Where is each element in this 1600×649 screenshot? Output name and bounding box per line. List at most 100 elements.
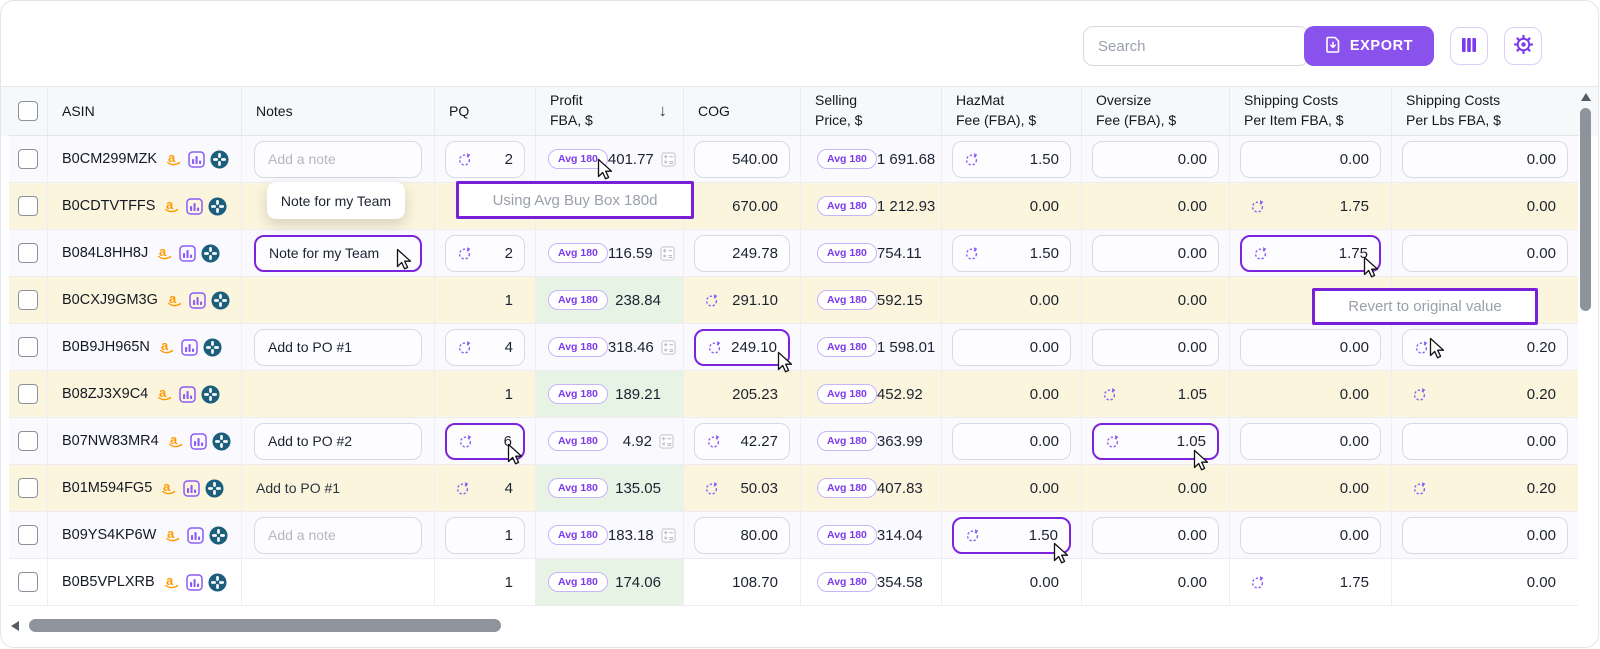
- amazon-link-icon[interactable]: a: [156, 245, 174, 261]
- oversize-fee-input[interactable]: 1.05: [1092, 422, 1219, 460]
- export-button[interactable]: EXPORT: [1304, 26, 1434, 66]
- amazon-link-icon[interactable]: a: [163, 198, 181, 214]
- avg-180-badge[interactable]: Avg 180: [548, 572, 608, 592]
- app-extension-icon[interactable]: [209, 525, 228, 545]
- cog-input[interactable]: 80.00: [694, 516, 790, 554]
- chart-stats-icon[interactable]: [179, 244, 196, 262]
- column-header-selling[interactable]: Selling Price, $: [800, 86, 941, 136]
- amazon-link-icon[interactable]: a: [163, 574, 181, 590]
- chart-stats-icon[interactable]: [187, 526, 205, 544]
- chart-stats-icon[interactable]: [189, 291, 206, 309]
- column-header-ship_item[interactable]: Shipping Costs Per Item FBA, $: [1229, 86, 1391, 136]
- oversize-fee-input[interactable]: 0.00: [1092, 328, 1219, 366]
- revert-icon[interactable]: [706, 434, 721, 449]
- cog-input[interactable]: 540.00: [694, 140, 790, 178]
- note-input[interactable]: Add a note: [254, 516, 422, 554]
- hscroll-thumb[interactable]: [29, 619, 501, 632]
- note-input[interactable]: Add to PO #2: [254, 422, 422, 460]
- avg-180-badge[interactable]: Avg 180: [817, 149, 877, 169]
- shipping-per-item-input[interactable]: 0.00: [1240, 328, 1381, 366]
- revert-icon[interactable]: [704, 481, 719, 496]
- app-extension-icon[interactable]: [205, 478, 224, 498]
- app-extension-icon[interactable]: [201, 384, 220, 404]
- oversize-fee-input[interactable]: 0.00: [1092, 516, 1219, 554]
- column-header-ship_lbs[interactable]: Shipping Costs Per Lbs FBA, $: [1391, 86, 1578, 136]
- hazmat-fee-input[interactable]: 0.00: [952, 328, 1071, 366]
- calculator-icon[interactable]: [661, 339, 676, 355]
- column-header-profit[interactable]: Profit FBA, $ ↓: [535, 86, 683, 136]
- amazon-link-icon[interactable]: a: [165, 151, 183, 167]
- shipping-per-item-input[interactable]: 0.00: [1240, 140, 1381, 178]
- app-extension-icon[interactable]: [203, 337, 222, 357]
- row-checkbox[interactable]: [18, 243, 38, 263]
- cog-input[interactable]: 249.78: [694, 234, 790, 272]
- chart-stats-icon[interactable]: [179, 385, 196, 403]
- hazmat-fee-input[interactable]: 1.50: [952, 234, 1071, 272]
- shipping-per-item-input[interactable]: 0.00: [1240, 422, 1381, 460]
- column-header-notes[interactable]: Notes: [241, 86, 434, 136]
- revert-icon[interactable]: [458, 434, 473, 449]
- vscroll-thumb[interactable]: [1580, 108, 1591, 311]
- shipping-per-lbs-input[interactable]: 0.20: [1402, 328, 1568, 366]
- vscroll-up-arrow[interactable]: [1581, 93, 1591, 101]
- amazon-link-icon[interactable]: a: [160, 480, 178, 496]
- shipping-per-lbs-input[interactable]: 0.00: [1402, 234, 1568, 272]
- shipping-per-item-input[interactable]: 1.75: [1240, 234, 1381, 272]
- avg-180-badge[interactable]: Avg 180: [548, 337, 608, 357]
- row-checkbox[interactable]: [18, 572, 38, 592]
- app-extension-icon[interactable]: [208, 196, 227, 216]
- avg-180-badge[interactable]: Avg 180: [817, 243, 877, 263]
- shipping-per-lbs-input[interactable]: 0.00: [1402, 422, 1568, 460]
- column-header-hazmat[interactable]: HazMat Fee (FBA), $: [941, 86, 1081, 136]
- revert-icon[interactable]: [707, 340, 722, 355]
- calculator-icon[interactable]: [659, 433, 674, 449]
- amazon-link-icon[interactable]: a: [167, 433, 185, 449]
- app-extension-icon[interactable]: [201, 243, 220, 263]
- revert-icon[interactable]: [457, 340, 472, 355]
- shipping-per-lbs-input[interactable]: 0.00: [1402, 140, 1568, 178]
- avg-180-badge[interactable]: Avg 180: [817, 572, 877, 592]
- pq-input[interactable]: 2: [445, 140, 525, 178]
- note-input[interactable]: Note for my Team: [254, 234, 422, 272]
- columns-button[interactable]: [1450, 27, 1488, 65]
- revert-icon[interactable]: [1250, 575, 1265, 590]
- shipping-per-item-input[interactable]: 0.00: [1240, 516, 1381, 554]
- revert-icon[interactable]: [1253, 246, 1268, 261]
- avg-180-badge[interactable]: Avg 180: [548, 243, 608, 263]
- revert-icon[interactable]: [1412, 481, 1427, 496]
- revert-icon[interactable]: [455, 481, 470, 496]
- pq-input[interactable]: 4: [445, 328, 525, 366]
- revert-icon[interactable]: [964, 152, 979, 167]
- column-header-pq[interactable]: PQ: [434, 86, 535, 136]
- settings-button[interactable]: [1504, 27, 1542, 65]
- row-checkbox[interactable]: [18, 337, 38, 357]
- row-checkbox[interactable]: [18, 525, 38, 545]
- sort-desc-icon[interactable]: ↓: [658, 101, 668, 120]
- revert-icon[interactable]: [1102, 387, 1117, 402]
- shipping-per-lbs-input[interactable]: 0.00: [1402, 516, 1568, 554]
- revert-icon[interactable]: [457, 246, 472, 261]
- avg-180-badge[interactable]: Avg 180: [817, 525, 877, 545]
- hazmat-fee-input[interactable]: 1.50: [952, 516, 1071, 554]
- avg-180-badge[interactable]: Avg 180: [817, 290, 877, 310]
- chart-stats-icon[interactable]: [183, 479, 201, 497]
- oversize-fee-input[interactable]: 0.00: [1092, 140, 1219, 178]
- revert-icon[interactable]: [704, 293, 719, 308]
- avg-180-badge[interactable]: Avg 180: [817, 337, 877, 357]
- note-input[interactable]: Add a note: [254, 140, 422, 178]
- revert-icon[interactable]: [965, 528, 980, 543]
- revert-icon[interactable]: [1412, 387, 1427, 402]
- row-checkbox[interactable]: [18, 431, 38, 451]
- revert-icon[interactable]: [457, 152, 472, 167]
- calculator-icon[interactable]: [660, 245, 675, 261]
- cog-input[interactable]: 249.10: [694, 328, 790, 366]
- pq-input[interactable]: 1: [445, 516, 525, 554]
- app-extension-icon[interactable]: [212, 431, 231, 451]
- row-checkbox[interactable]: [18, 196, 38, 216]
- oversize-fee-input[interactable]: 0.00: [1092, 234, 1219, 272]
- avg-180-badge[interactable]: Avg 180: [548, 149, 608, 169]
- avg-180-badge[interactable]: Avg 180: [548, 525, 608, 545]
- avg-180-badge[interactable]: Avg 180: [817, 196, 877, 216]
- avg-180-badge[interactable]: Avg 180: [817, 478, 877, 498]
- column-header-asin[interactable]: ASIN: [47, 86, 241, 136]
